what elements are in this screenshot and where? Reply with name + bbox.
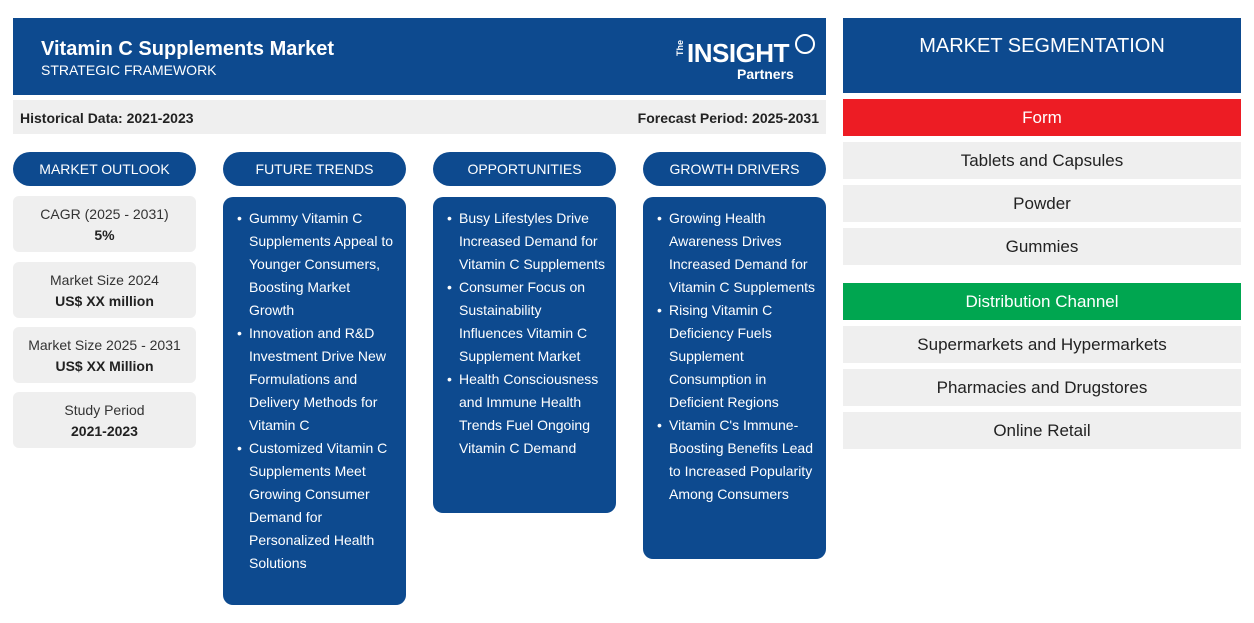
growth-drivers-heading: GROWTH DRIVERS (643, 152, 826, 186)
segment-item: Supermarkets and Hypermarkets (843, 326, 1241, 363)
period-bar: Historical Data: 2021-2023 Forecast Peri… (13, 100, 826, 134)
segment-item: Tablets and Capsules (843, 142, 1241, 179)
list-item: Vitamin C's Immune-Boosting Benefits Lea… (657, 414, 818, 506)
forecast-period: Forecast Period: 2025-2031 (637, 110, 819, 126)
market-outlook-heading: MARKET OUTLOOK (13, 152, 196, 186)
header-banner: Vitamin C Supplements Market STRATEGIC F… (13, 18, 826, 95)
stat-value: 5% (94, 227, 115, 243)
stat-value: 2021-2023 (71, 423, 138, 439)
segment-item: Powder (843, 185, 1241, 222)
stat-value: US$ XX Million (55, 358, 154, 374)
segment-distribution-heading: Distribution Channel (843, 283, 1241, 320)
stat-label: Market Size 2025 - 2031 (28, 337, 181, 353)
logo-partners: Partners (737, 66, 794, 82)
future-trends-heading: FUTURE TRENDS (223, 152, 406, 186)
list-item: Customized Vitamin C Supplements Meet Gr… (237, 437, 398, 575)
stat-value: US$ XX million (55, 293, 154, 309)
list-item: Innovation and R&D Investment Drive New … (237, 322, 398, 437)
logo-insight: INSIGHT (687, 38, 789, 68)
stat-label: Study Period (64, 402, 145, 418)
list-item: Busy Lifestyles Drive Increased Demand f… (447, 207, 608, 276)
market-segmentation-title: MARKET SEGMENTATION (843, 18, 1241, 93)
historical-data: Historical Data: 2021-2023 (20, 110, 194, 126)
opportunities-list: Busy Lifestyles Drive Increased Demand f… (433, 197, 616, 513)
segment-item: Online Retail (843, 412, 1241, 449)
segment-form-heading: Form (843, 99, 1241, 136)
page-subtitle: STRATEGIC FRAMEWORK (41, 62, 217, 78)
stat-market-size-2024: Market Size 2024 US$ XX million (13, 262, 196, 318)
segment-item: Pharmacies and Drugstores (843, 369, 1241, 406)
opportunities-heading: OPPORTUNITIES (433, 152, 616, 186)
stat-market-size-forecast: Market Size 2025 - 2031 US$ XX Million (13, 327, 196, 383)
list-item: Growing Health Awareness Drives Increase… (657, 207, 818, 299)
segment-item: Gummies (843, 228, 1241, 265)
stat-label: CAGR (2025 - 2031) (40, 206, 169, 222)
logo-circle-icon (795, 34, 815, 54)
stat-cagr: CAGR (2025 - 2031) 5% (13, 196, 196, 252)
stat-label: Market Size 2024 (50, 272, 159, 288)
list-item: Rising Vitamin C Deficiency Fuels Supple… (657, 299, 818, 414)
page-title: Vitamin C Supplements Market (41, 38, 335, 60)
list-item: Gummy Vitamin C Supplements Appeal to Yo… (237, 207, 398, 322)
insight-partners-logo: The INSIGHT Partners (673, 32, 818, 88)
stat-study-period: Study Period 2021-2023 (13, 392, 196, 448)
list-item: Consumer Focus on Sustainability Influen… (447, 276, 608, 368)
list-item: Health Consciousness and Immune Health T… (447, 368, 608, 460)
logo-the: The (675, 40, 685, 57)
future-trends-list: Gummy Vitamin C Supplements Appeal to Yo… (223, 197, 406, 605)
growth-drivers-list: Growing Health Awareness Drives Increase… (643, 197, 826, 559)
